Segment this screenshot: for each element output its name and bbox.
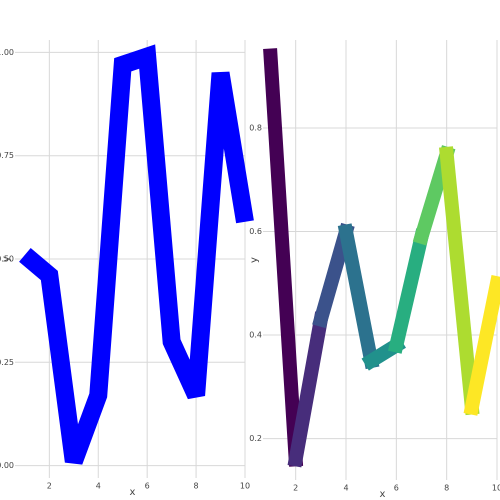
x-tick-label: 8 — [444, 484, 449, 493]
y-axis-label: y — [249, 257, 260, 263]
line-segment — [287, 311, 329, 468]
x-tick-label: 4 — [96, 482, 101, 491]
y-tick-label: 0.50 — [0, 255, 14, 264]
y-tick-label: 0.4 — [249, 331, 262, 340]
x-tick-label: 10 — [240, 482, 250, 491]
x-axis-label: x — [380, 489, 386, 500]
x-tick-label: 2 — [47, 482, 52, 491]
x-axis-label: x — [130, 487, 136, 498]
x-tick-label: 2 — [293, 484, 298, 493]
y-tick-label: 0.6 — [249, 227, 262, 236]
line-segment — [463, 275, 500, 416]
x-tick-label: 8 — [194, 482, 199, 491]
line-segment — [263, 48, 304, 467]
y-tick-label: 0.8 — [249, 124, 262, 133]
x-tick-label: 6 — [145, 482, 150, 491]
y-tick-label: 0.00 — [0, 461, 14, 470]
line — [19, 44, 254, 465]
y-tick-label: 1.00 — [0, 48, 14, 57]
line-segment — [387, 228, 430, 354]
y-tick-label: 0.25 — [0, 358, 14, 367]
line-segment — [337, 223, 380, 370]
y-axis-label: y — [1, 256, 12, 262]
x-tick-label: 4 — [343, 484, 348, 493]
line-segment — [439, 146, 480, 416]
y-tick-label: 0.2 — [249, 434, 262, 443]
x-tick-label: 6 — [394, 484, 399, 493]
x-tick-label: 10 — [492, 484, 500, 493]
y-tick-label: 0.75 — [0, 151, 14, 160]
